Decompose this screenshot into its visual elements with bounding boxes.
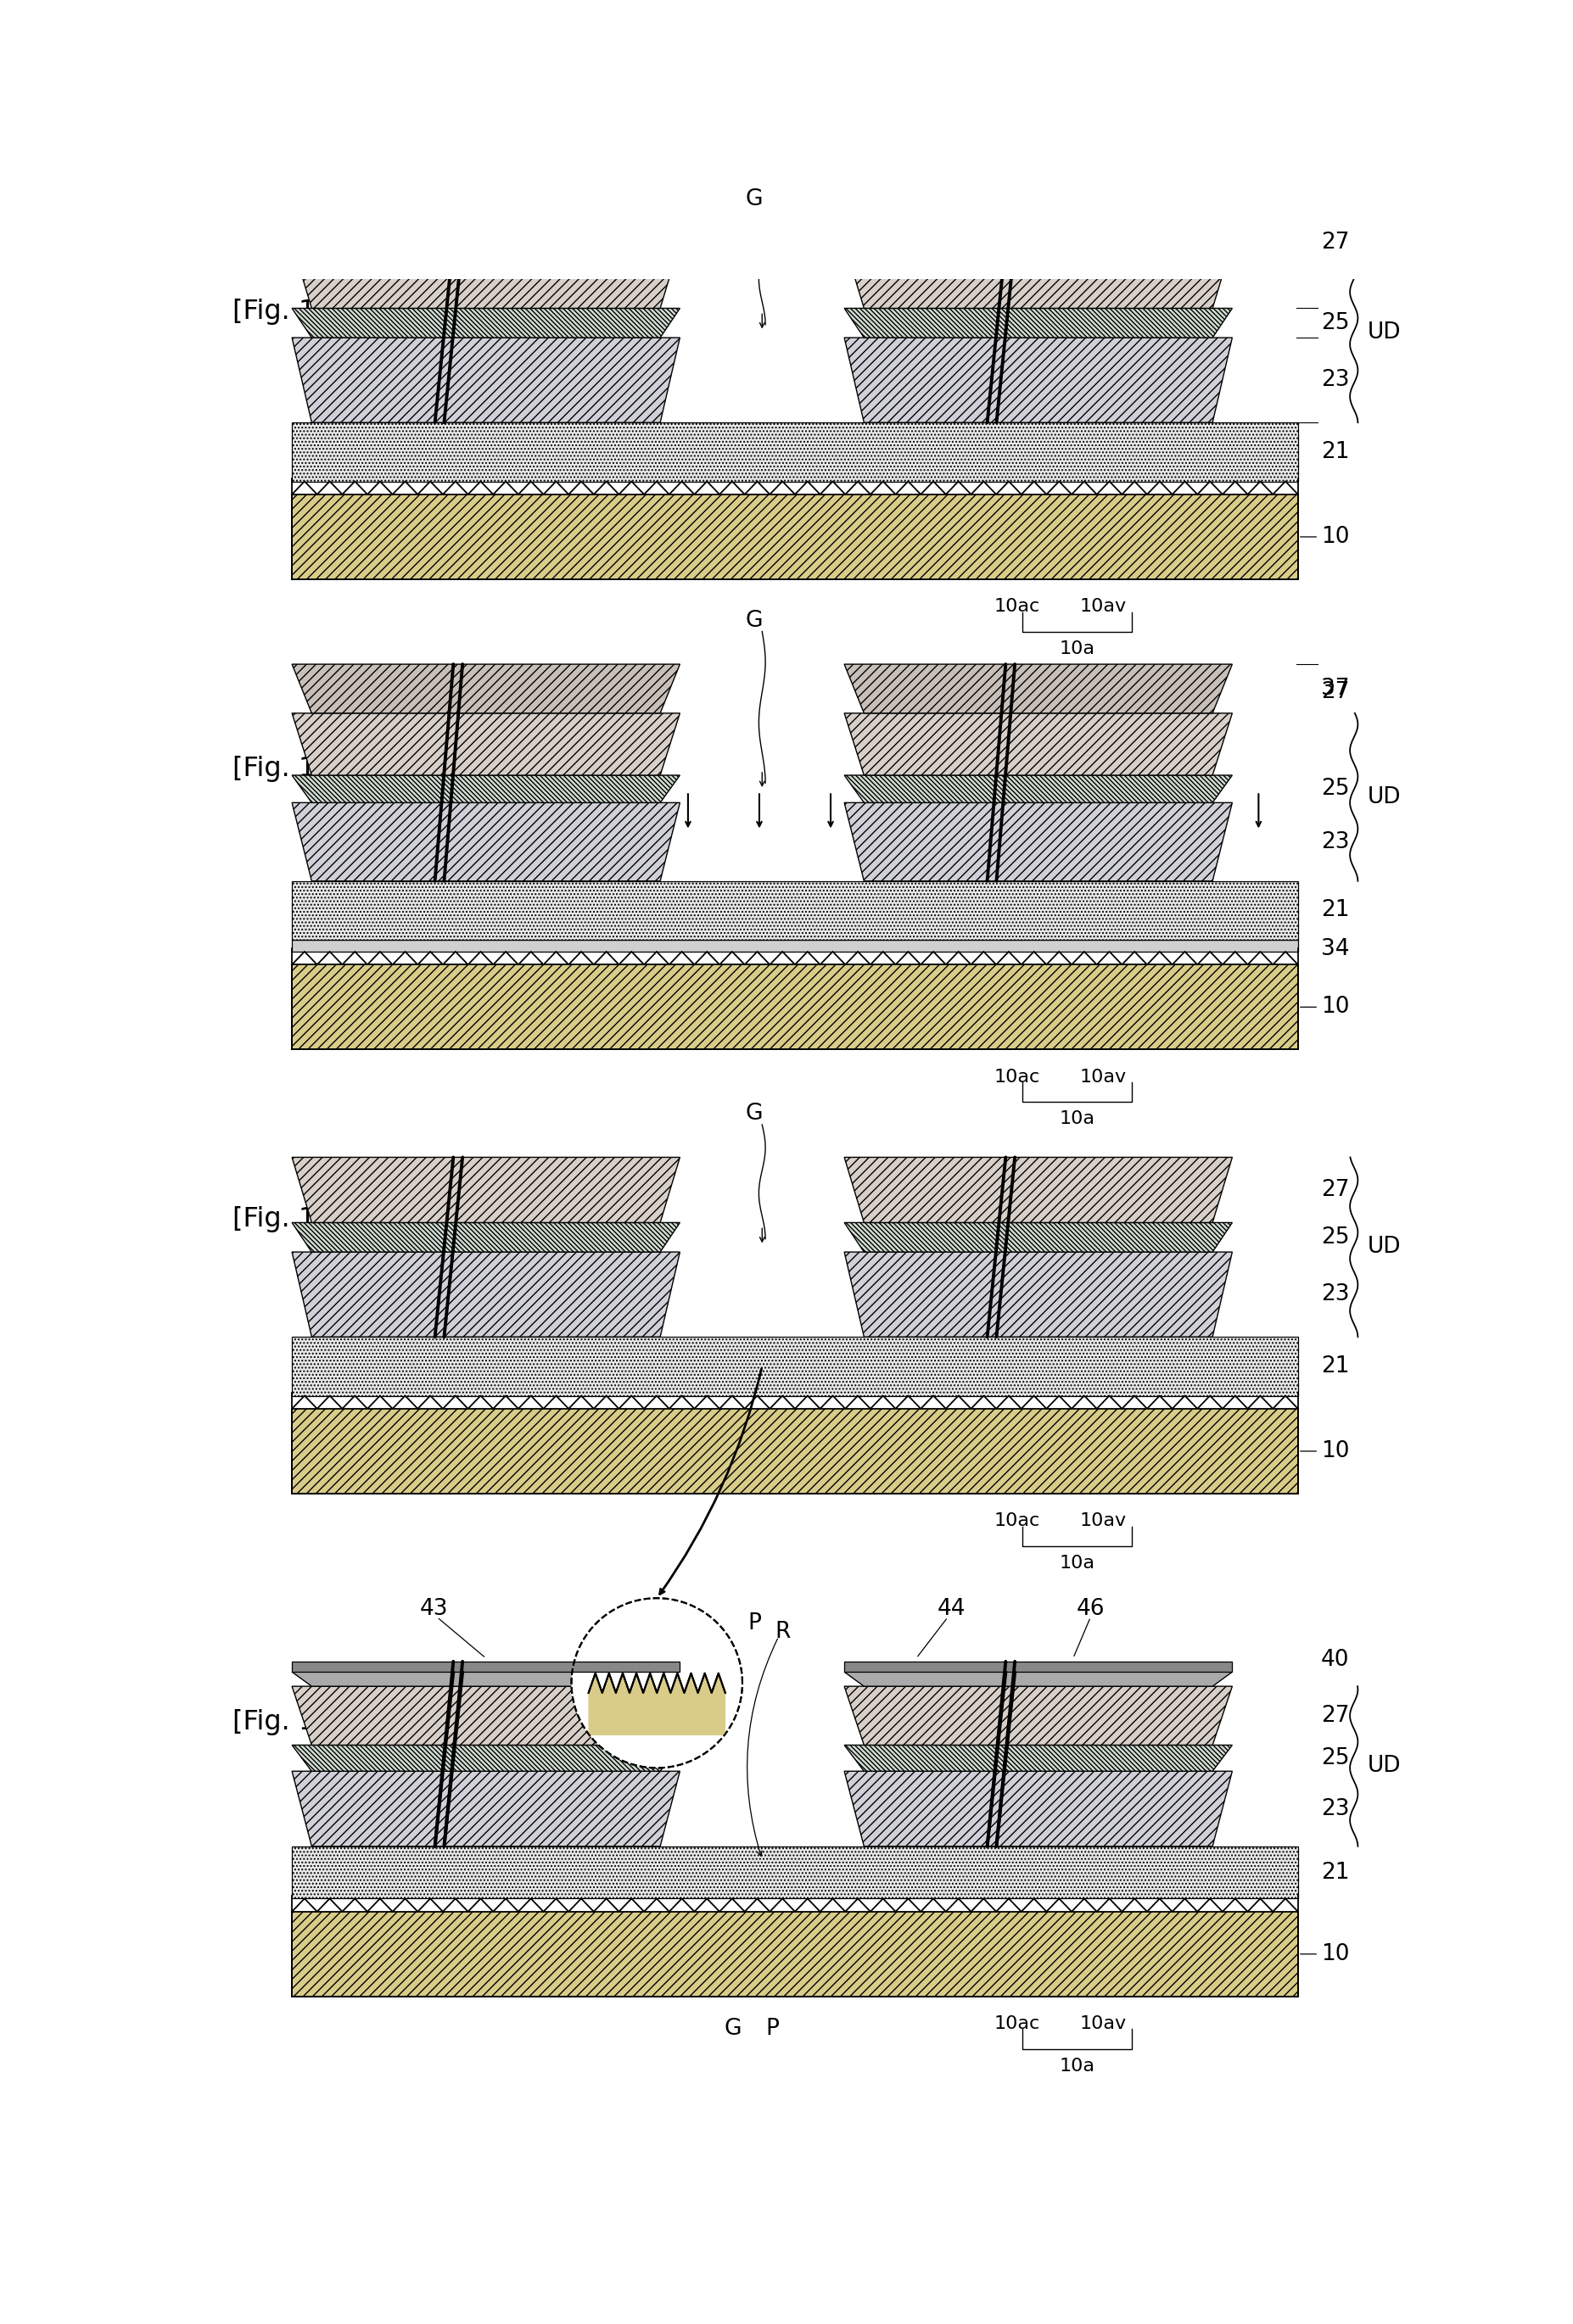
Polygon shape [845,337,1232,423]
Text: 25: 25 [1321,1227,1350,1248]
Text: 10av: 10av [1079,1069,1126,1085]
Text: [Fig. 1h]: [Fig. 1h] [233,755,344,781]
Polygon shape [845,1687,1232,1745]
Polygon shape [293,1771,680,1845]
Polygon shape [845,1222,1232,1253]
Text: G: G [746,609,763,632]
Text: 10ac: 10ac [994,597,1040,616]
Text: 21: 21 [1321,1355,1350,1378]
Polygon shape [293,1222,680,1253]
Text: P: P [764,2017,779,2040]
Polygon shape [588,1673,725,1736]
Text: 34: 34 [1321,939,1350,960]
Text: 10a: 10a [1059,1111,1095,1127]
Bar [293,881,1298,939]
Text: 10: 10 [1301,1943,1350,1966]
Text: 10: 10 [1301,525,1350,548]
Text: 25: 25 [1321,311,1350,335]
Bar [293,1845,1298,1899]
Text: UD: UD [1367,1755,1400,1778]
Text: R: R [775,1622,791,1643]
Text: 10: 10 [1301,1441,1350,1462]
Text: 37: 37 [1321,679,1350,700]
Text: 23: 23 [1321,830,1350,853]
Text: G: G [746,188,763,209]
Text: 21: 21 [1321,442,1350,462]
Bar [293,964,1298,1050]
Circle shape [571,1599,742,1769]
Polygon shape [293,1671,680,1687]
Text: G: G [746,1102,763,1125]
Text: UD: UD [1367,786,1400,809]
Polygon shape [293,1253,680,1336]
Text: 10ac: 10ac [994,1069,1040,1085]
Text: UD: UD [1367,321,1400,344]
Text: 10ac: 10ac [994,2015,1040,2034]
Text: 27: 27 [1321,1706,1350,1727]
Text: UD: UD [1367,1236,1400,1257]
Text: 27: 27 [1321,232,1350,253]
Polygon shape [293,776,680,802]
Bar [293,1408,1298,1494]
Polygon shape [845,1771,1232,1845]
Bar [293,1913,1298,1996]
Text: [Fig. 1g]: [Fig. 1g] [233,297,344,325]
Text: [Fig. 1j]: [Fig. 1j] [233,1708,335,1736]
Polygon shape [293,1687,680,1745]
Bar [293,939,1298,951]
Text: 10: 10 [1301,997,1350,1018]
Text: 10av: 10av [1079,2015,1126,2034]
Polygon shape [293,244,680,309]
Polygon shape [293,309,680,337]
Polygon shape [293,802,680,881]
Polygon shape [845,244,1232,309]
Text: 23: 23 [1321,1799,1350,1820]
Polygon shape [293,1745,680,1771]
Polygon shape [845,802,1232,881]
Bar [293,423,1298,481]
Text: P: P [747,1613,761,1634]
Bar [293,495,1298,579]
Bar [293,1336,1298,1397]
Text: 25: 25 [1321,1748,1350,1769]
Polygon shape [293,713,680,776]
Bar [845,1662,1232,1671]
Polygon shape [845,1157,1232,1222]
Text: 10a: 10a [1059,1555,1095,1571]
Text: 10av: 10av [1079,597,1126,616]
Text: 25: 25 [1321,779,1350,799]
Text: 43: 43 [420,1599,448,1620]
Polygon shape [845,1253,1232,1336]
Text: 27: 27 [1321,1178,1350,1202]
Polygon shape [293,337,680,423]
Text: 10a: 10a [1059,639,1095,658]
Text: 44: 44 [938,1599,966,1620]
Polygon shape [845,665,1232,713]
Polygon shape [293,1157,680,1222]
Text: [Fig. 1i]: [Fig. 1i] [233,1206,335,1232]
Polygon shape [588,1673,725,1736]
Text: G: G [724,2017,741,2040]
Text: 40: 40 [1321,1648,1350,1671]
Text: 21: 21 [1321,1862,1350,1882]
Text: 10a: 10a [1059,2057,1095,2075]
Text: 10ac: 10ac [994,1513,1040,1529]
Text: 10av: 10av [1079,1513,1126,1529]
Polygon shape [845,1671,1232,1687]
Text: 27: 27 [1321,681,1350,702]
Polygon shape [845,309,1232,337]
Polygon shape [293,665,680,713]
Polygon shape [845,713,1232,776]
Text: 23: 23 [1321,370,1350,390]
Bar [293,1662,680,1671]
Text: 21: 21 [1321,899,1350,920]
Polygon shape [845,1745,1232,1771]
Text: 23: 23 [1321,1283,1350,1306]
Text: 46: 46 [1076,1599,1104,1620]
Polygon shape [845,776,1232,802]
